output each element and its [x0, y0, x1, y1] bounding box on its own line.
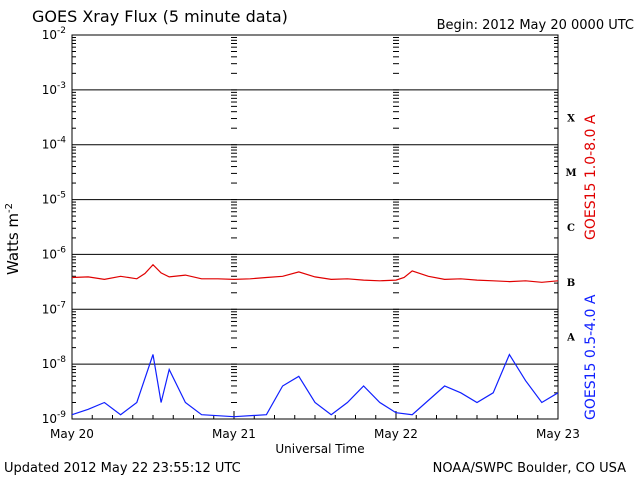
y-tick-label: 10-7	[42, 300, 66, 316]
chart-title: GOES Xray Flux (5 minute data)	[32, 7, 288, 26]
series-line-long	[71, 263, 559, 283]
x-tick-label: May 21	[212, 427, 256, 441]
x-tick-label: May 20	[50, 427, 94, 441]
y-tick-label: 10-4	[42, 136, 67, 152]
credit-text: NOAA/SWPC Boulder, CO USA	[432, 461, 626, 476]
flare-class-label: A	[566, 333, 575, 344]
updated-timestamp: Updated 2012 May 22 23:55:12 UTC	[4, 461, 241, 476]
y-tick-label: 10-3	[42, 81, 66, 97]
y-tick-label: 10-9	[42, 410, 67, 426]
flare-class-label: C	[567, 223, 575, 234]
y-tick-label: 10-2	[42, 26, 66, 42]
y-tick-label: 10-8	[42, 355, 67, 371]
flare-class-label: M	[565, 168, 576, 179]
y-tick-label: 10-6	[42, 245, 67, 261]
series-line-short	[71, 353, 559, 418]
y-tick-label: 10-5	[42, 191, 66, 207]
begin-time: Begin: 2012 May 20 0000 UTC	[436, 18, 634, 33]
x-axis-label: Universal Time	[275, 442, 365, 456]
flare-class-label: X	[567, 113, 575, 124]
x-tick-label: May 23	[536, 427, 580, 441]
x-tick-label: May 22	[374, 427, 418, 441]
plot-frame	[71, 34, 559, 420]
flare-class-label: B	[567, 278, 575, 289]
